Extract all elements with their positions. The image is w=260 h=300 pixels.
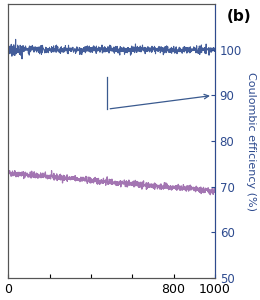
Text: (b): (b) (227, 9, 251, 24)
Y-axis label: Coulombic efficiency (%): Coulombic efficiency (%) (246, 72, 256, 211)
